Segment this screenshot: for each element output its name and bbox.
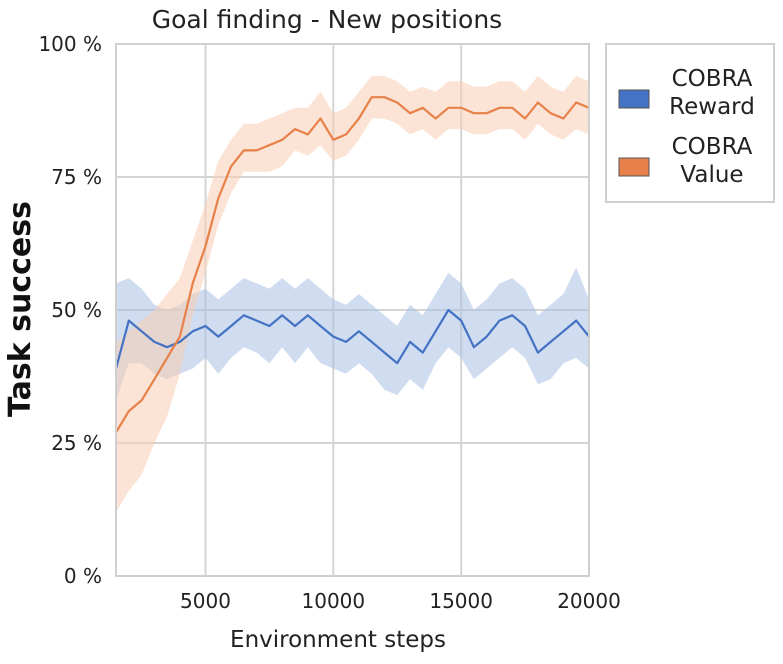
legend-swatch-0 (618, 89, 650, 109)
legend-swatch-1 (618, 157, 650, 177)
series-line-0 (114, 308, 590, 369)
y-tick-label: 75 % (51, 165, 102, 189)
y-axis-label: Task success (3, 201, 38, 417)
series-band-1 (116, 75, 589, 513)
legend-label-0: COBRA (672, 66, 753, 92)
series-lines (114, 96, 590, 433)
y-tick-label: 0 % (64, 564, 102, 588)
series-line-1 (115, 96, 590, 433)
chart-title: Goal finding - New positions (152, 5, 502, 34)
x-axis-label: Environment steps (230, 627, 446, 653)
legend-label-1: COBRA (672, 134, 753, 160)
y-tick-label: 100 % (38, 32, 102, 56)
legend-box (605, 43, 775, 203)
legend-label-1: Value (680, 162, 743, 188)
plot-frame (115, 43, 590, 577)
x-tick-label: 15000 (429, 589, 493, 613)
confidence-bands (116, 75, 589, 513)
y-tick-label: 25 % (51, 431, 102, 455)
y-tick-label: 50 % (51, 298, 102, 322)
x-tick-label: 5000 (180, 589, 231, 613)
legend-label-0: Reward (669, 94, 755, 120)
x-tick-label: 20000 (557, 589, 621, 613)
x-tick-label: 10000 (302, 589, 366, 613)
series-band-0 (116, 267, 589, 401)
tick-labels: 5000 10000 15000 20000 0 % 25 % 50 % 75 % 100 % (38, 32, 620, 613)
